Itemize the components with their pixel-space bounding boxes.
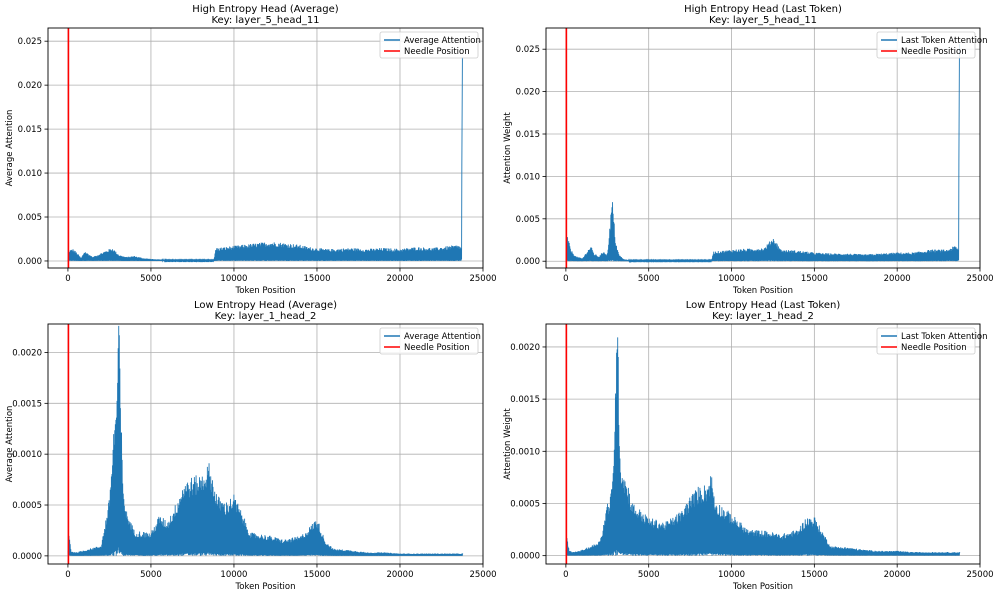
x-tick-label: 0	[563, 570, 568, 580]
legend-box	[379, 31, 479, 59]
y-tick-label: 0.015	[18, 125, 42, 135]
chart-subtitle: Key: layer_5_head_11	[211, 15, 319, 26]
legend-label-series: Average Attention	[404, 332, 481, 342]
x-tick-label: 15000	[801, 274, 828, 284]
x-tick-label: 20000	[884, 570, 911, 580]
x-tick-label: 5000	[638, 570, 660, 580]
y-tick-label: 0.0005	[12, 501, 42, 511]
x-tick-label: 10000	[718, 570, 745, 580]
x-axis-label: Token Position	[732, 286, 793, 296]
chart-subtitle: Key: layer_1_head_2	[712, 311, 814, 322]
x-axis-label: Token Position	[235, 582, 296, 592]
legend-box	[876, 327, 976, 355]
x-tick-label: 25000	[469, 274, 496, 284]
x-tick-label: 10000	[718, 274, 745, 284]
chart-panel-4: 0 5000 10000 15000 20000 25000 0.0000 0.0005 0.0…	[503, 300, 994, 592]
y-tick-label: 0.0010	[510, 447, 540, 457]
y-axis-label: Average Attention	[5, 110, 15, 187]
x-tick-label: 10000	[220, 274, 247, 284]
x-tick-label: 20000	[386, 274, 413, 284]
y-tick-label: 0.020	[18, 81, 42, 91]
x-tick-label: 0	[563, 274, 568, 284]
y-tick-label: 0.0005	[510, 499, 540, 509]
chart-subtitle: Key: layer_1_head_2	[215, 311, 317, 322]
y-tick-label: 0.0015	[510, 395, 540, 405]
chart-subtitle: Key: layer_5_head_11	[709, 15, 817, 26]
x-tick-label: 5000	[140, 570, 162, 580]
chart-panel-3: 0 5000 10000 15000 20000 25000 0.0000 0.0005 0.0…	[5, 300, 497, 592]
x-tick-label: 10000	[220, 570, 247, 580]
legend-label-needle: Needle Position	[404, 47, 470, 57]
y-tick-label: 0.010	[516, 172, 540, 182]
chart-panel-2: 0 5000 10000 15000 20000 25000 0.000 0.005 0.010…	[503, 4, 994, 296]
y-tick-label: 0.0000	[12, 552, 42, 562]
y-tick-label: 0.000	[516, 257, 540, 267]
y-tick-label: 0.0020	[12, 348, 42, 358]
x-tick-label: 15000	[303, 570, 330, 580]
y-tick-label: 0.010	[18, 169, 42, 179]
plot-frame	[47, 27, 484, 269]
x-axis-label: Token Position	[732, 582, 793, 592]
series-line	[565, 44, 960, 263]
x-tick-label: 20000	[386, 570, 413, 580]
y-tick-label: 0.005	[18, 213, 42, 223]
y-tick-label: 0.0015	[12, 399, 42, 409]
y-tick-label: 0.0020	[510, 343, 540, 353]
y-tick-label: 0.025	[18, 37, 42, 47]
chart-title: High Entropy Head (Last Token)	[684, 4, 842, 15]
legend-label-needle: Needle Position	[901, 343, 967, 353]
chart-title: High Entropy Head (Average)	[192, 4, 338, 15]
x-tick-label: 5000	[140, 274, 162, 284]
x-tick-label: 25000	[966, 570, 993, 580]
series-line	[565, 337, 961, 556]
chart-panel-1: 0 5000 10000 15000 20000 25000 0.000 0.005 0.010…	[5, 4, 497, 296]
legend-label-series: Last Token Attention	[901, 36, 988, 46]
x-tick-label: 5000	[638, 274, 660, 284]
chart-title: Low Entropy Head (Average)	[194, 300, 337, 311]
x-axis-label: Token Position	[235, 286, 296, 296]
x-tick-label: 25000	[966, 274, 993, 284]
legend-label-series: Last Token Attention	[901, 332, 988, 342]
y-tick-label: 0.0010	[12, 450, 42, 460]
y-tick-label: 0.025	[516, 45, 540, 55]
series-line	[67, 57, 463, 263]
y-tick-label: 0.0000	[510, 552, 540, 562]
plot-frame	[545, 323, 981, 565]
plot-frame	[545, 27, 981, 269]
legend-box	[379, 327, 479, 355]
x-tick-label: 15000	[801, 570, 828, 580]
x-tick-label: 15000	[303, 274, 330, 284]
y-axis-label: Average Attention	[5, 406, 15, 483]
legend-label-needle: Needle Position	[404, 343, 470, 353]
series-line	[67, 325, 464, 556]
y-tick-label: 0.020	[516, 88, 540, 98]
y-axis-label: Attention Weight	[503, 408, 513, 480]
legend-label-needle: Needle Position	[901, 47, 967, 57]
y-axis-label: Attention Weight	[503, 112, 513, 184]
x-tick-label: 25000	[469, 570, 496, 580]
y-tick-label: 0.005	[516, 215, 540, 225]
x-tick-label: 0	[65, 570, 70, 580]
x-tick-label: 20000	[884, 274, 911, 284]
plot-frame	[47, 323, 484, 565]
y-tick-label: 0.015	[516, 130, 540, 140]
chart-title: Low Entropy Head (Last Token)	[686, 300, 841, 311]
legend-box	[876, 31, 976, 59]
x-tick-label: 0	[65, 274, 70, 284]
legend-label-series: Average Attention	[404, 36, 481, 46]
y-tick-label: 0.000	[18, 257, 42, 267]
